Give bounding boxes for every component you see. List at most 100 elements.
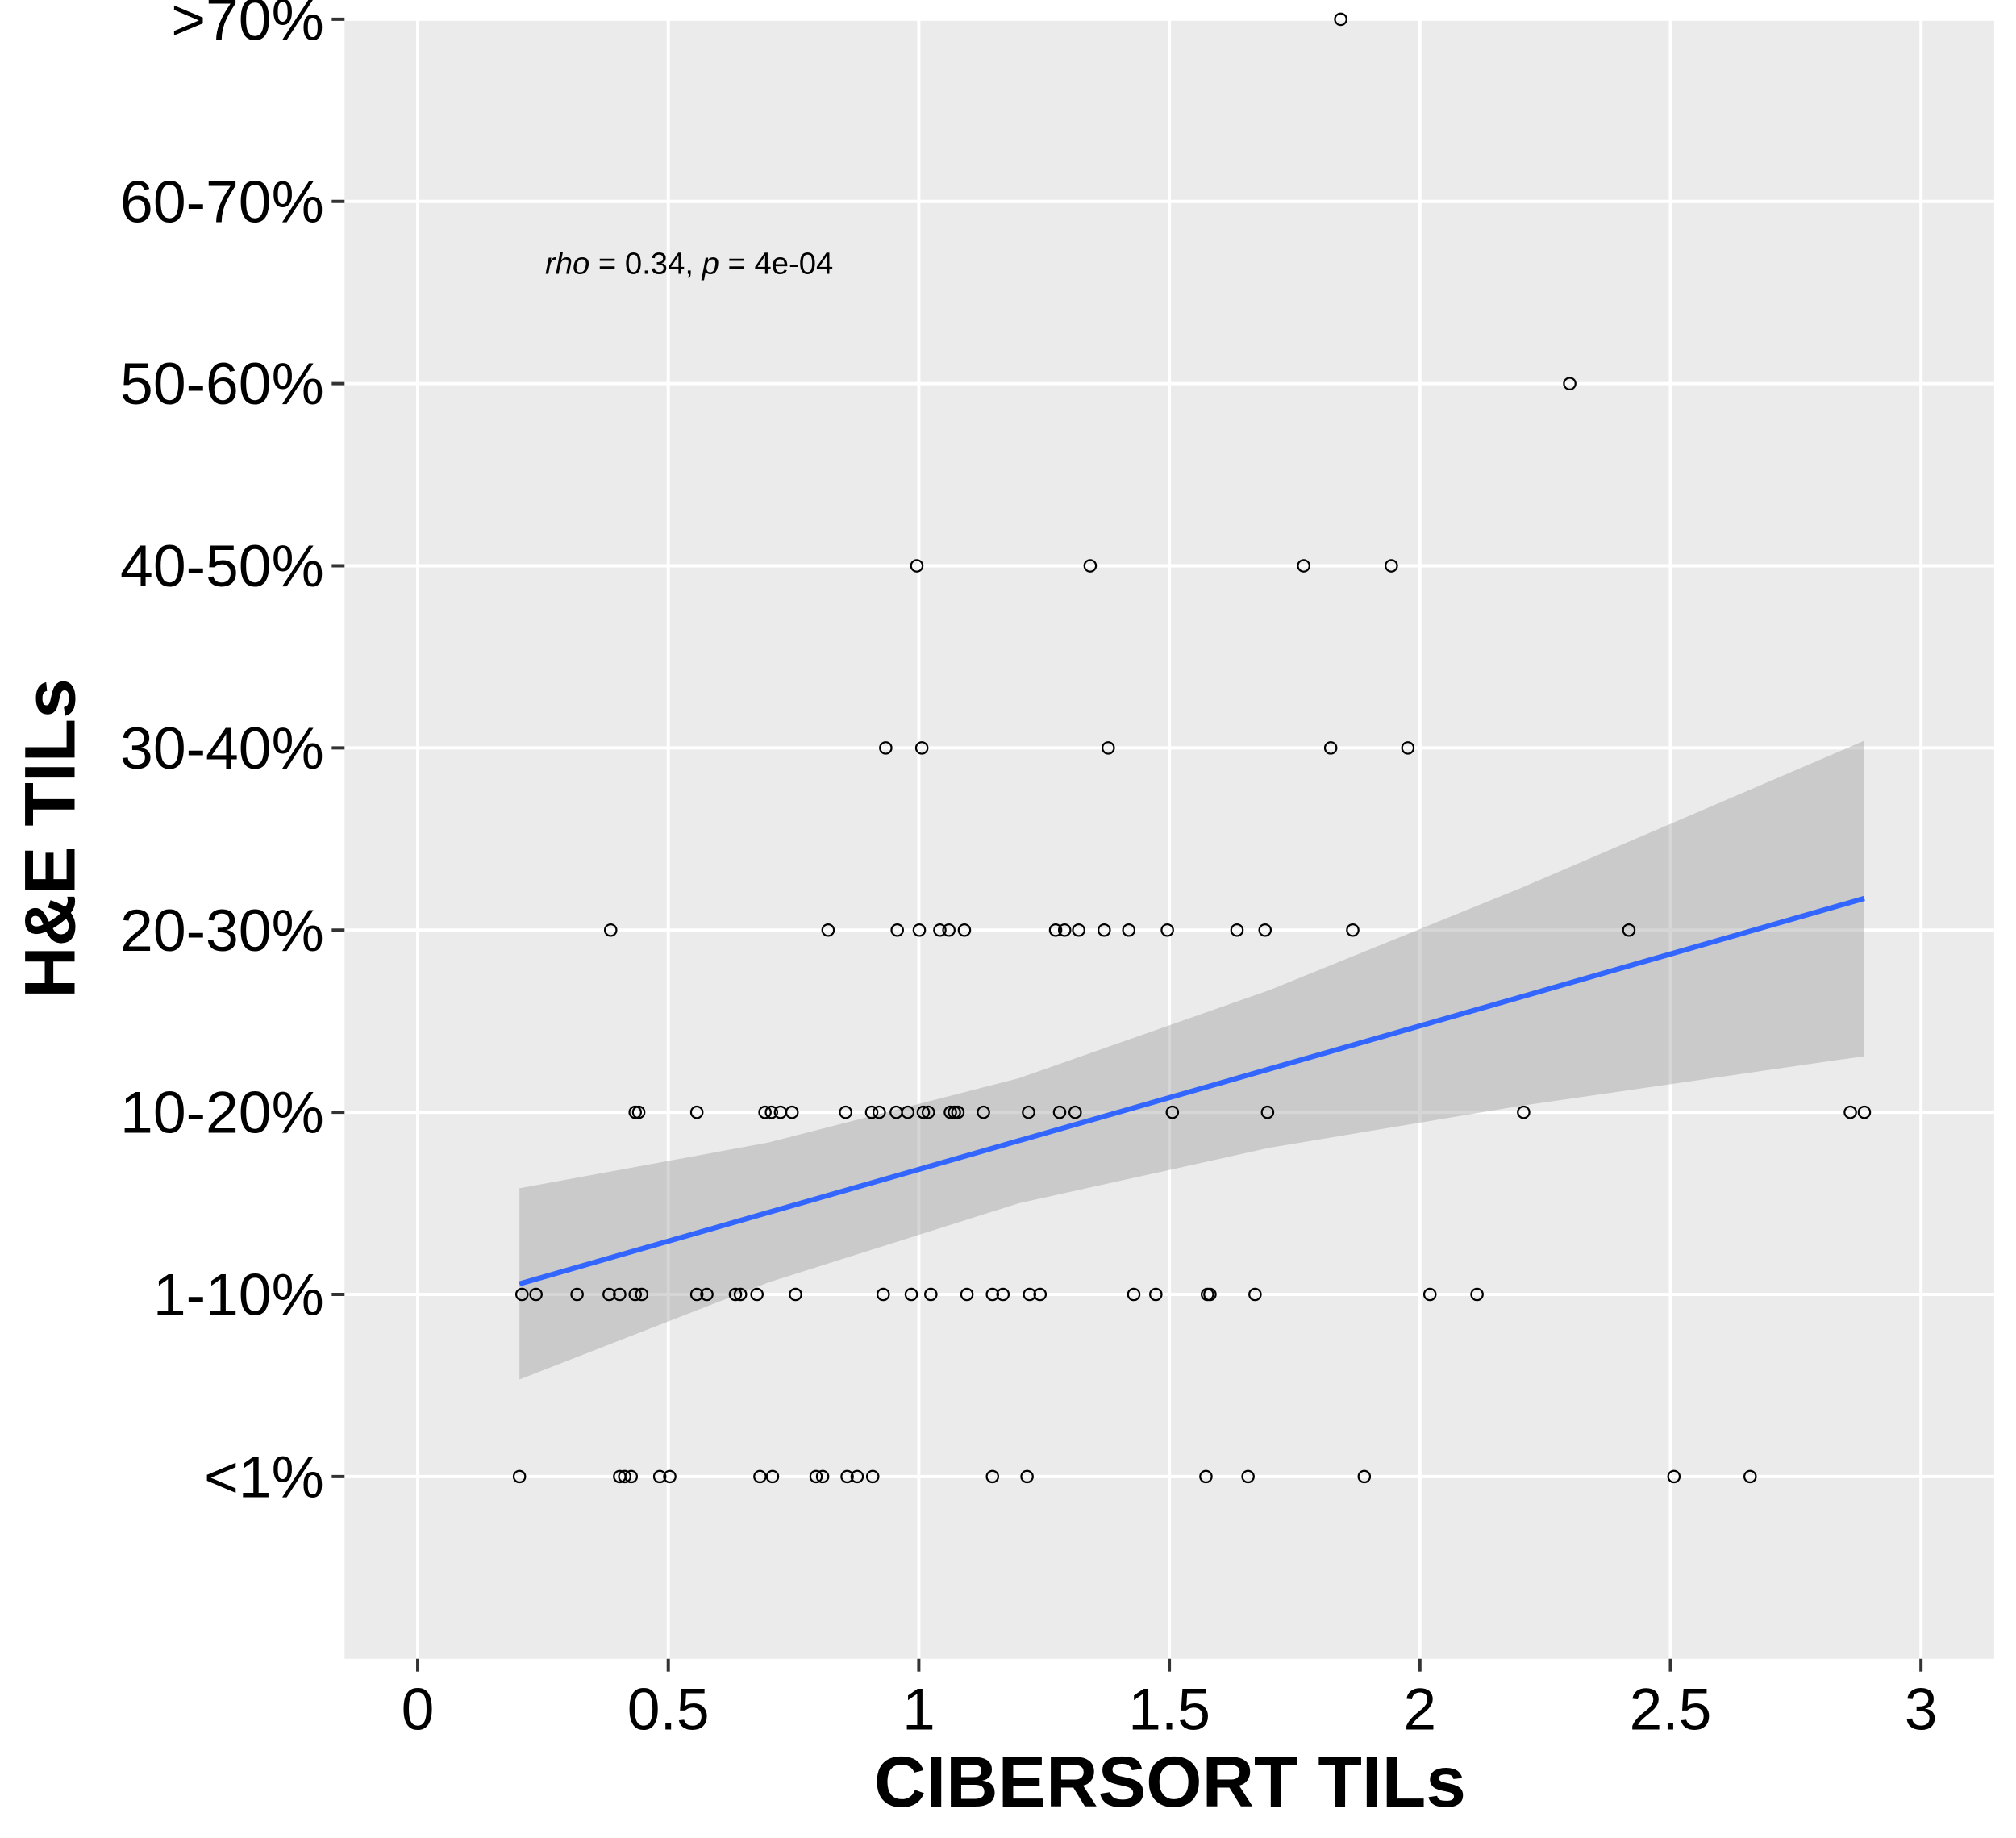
point bbox=[904, 1287, 918, 1302]
point bbox=[1098, 923, 1111, 937]
y-tick-label: 40-50% bbox=[120, 533, 324, 599]
point bbox=[624, 1469, 639, 1484]
y-tick-label: 30-40% bbox=[120, 715, 324, 781]
point bbox=[1857, 1105, 1872, 1119]
y-axis-title: H&E TILs bbox=[9, 678, 90, 998]
point bbox=[635, 1287, 649, 1302]
point bbox=[570, 1287, 584, 1302]
point bbox=[809, 1469, 823, 1484]
point bbox=[529, 1287, 543, 1302]
point bbox=[1083, 559, 1098, 573]
point bbox=[1101, 741, 1115, 755]
x-tick-label: 2 bbox=[1403, 1676, 1436, 1742]
point bbox=[1401, 741, 1415, 755]
y-tick-label: >70% bbox=[171, 0, 324, 52]
point bbox=[914, 741, 929, 755]
point bbox=[613, 1287, 627, 1302]
fit-line bbox=[519, 895, 1865, 1286]
point bbox=[1022, 1105, 1035, 1119]
y-tick-label: 1-10% bbox=[153, 1262, 324, 1328]
point bbox=[602, 1287, 616, 1302]
point bbox=[910, 559, 924, 573]
point bbox=[1667, 1469, 1681, 1484]
point bbox=[1297, 559, 1310, 573]
point bbox=[1346, 923, 1360, 937]
point bbox=[1563, 377, 1577, 390]
point bbox=[1023, 1287, 1037, 1302]
point bbox=[1258, 923, 1272, 937]
annotation-part: = 4e-04 bbox=[719, 247, 833, 281]
point bbox=[977, 1105, 990, 1119]
annotation: rho = 0.34, p = 4e-04 bbox=[545, 247, 833, 281]
point bbox=[879, 741, 893, 755]
y-tick-label: 50-60% bbox=[120, 351, 324, 417]
point bbox=[1230, 923, 1244, 937]
point bbox=[628, 1287, 642, 1302]
point bbox=[631, 1105, 646, 1119]
point bbox=[890, 923, 904, 937]
y-tick-label: <1% bbox=[204, 1444, 324, 1510]
point bbox=[1057, 923, 1072, 937]
point bbox=[933, 923, 947, 937]
point bbox=[1517, 1105, 1531, 1119]
x-tick-label: 1.5 bbox=[1128, 1676, 1210, 1742]
point bbox=[1260, 1105, 1275, 1119]
point bbox=[1127, 1287, 1141, 1302]
point bbox=[942, 923, 956, 937]
y-tick-label: 10-20% bbox=[120, 1080, 324, 1146]
point bbox=[785, 1105, 799, 1119]
point bbox=[1357, 1469, 1372, 1484]
point bbox=[1470, 1287, 1484, 1302]
confidence-band bbox=[519, 740, 1864, 1380]
point bbox=[901, 1105, 915, 1119]
point bbox=[733, 1287, 748, 1302]
point bbox=[689, 1287, 704, 1302]
point bbox=[1165, 1105, 1180, 1119]
point bbox=[865, 1469, 880, 1484]
x-tick-label: 0.5 bbox=[627, 1676, 710, 1742]
point bbox=[750, 1287, 764, 1302]
point bbox=[1323, 741, 1338, 755]
point bbox=[700, 1287, 714, 1302]
point bbox=[1122, 923, 1136, 937]
point bbox=[921, 1105, 935, 1119]
point bbox=[1385, 559, 1398, 573]
point bbox=[924, 1287, 938, 1302]
point bbox=[765, 1469, 780, 1484]
point bbox=[758, 1105, 772, 1119]
point bbox=[1149, 1287, 1163, 1302]
point bbox=[663, 1469, 677, 1484]
point bbox=[1048, 923, 1063, 937]
point bbox=[1052, 1105, 1067, 1119]
point bbox=[1072, 923, 1085, 937]
point bbox=[603, 923, 618, 937]
point bbox=[789, 1287, 802, 1302]
point bbox=[985, 1469, 1000, 1484]
point bbox=[1203, 1287, 1217, 1302]
point bbox=[618, 1469, 631, 1484]
x-tick-label: 3 bbox=[1905, 1676, 1938, 1742]
point bbox=[1743, 1469, 1757, 1484]
point bbox=[512, 1469, 527, 1484]
y-tick-label: 60-70% bbox=[120, 169, 324, 235]
y-tick-label: 20-30% bbox=[120, 898, 324, 964]
point bbox=[1020, 1469, 1034, 1484]
point bbox=[912, 923, 927, 937]
point bbox=[985, 1287, 1000, 1302]
point bbox=[1248, 1287, 1262, 1302]
annotation-part: = 0.34, bbox=[589, 247, 702, 281]
point bbox=[689, 1105, 704, 1119]
point bbox=[943, 1105, 957, 1119]
point bbox=[850, 1469, 864, 1484]
point bbox=[957, 923, 972, 937]
point bbox=[839, 1105, 852, 1119]
x-tick-label: 2.5 bbox=[1630, 1676, 1712, 1742]
point bbox=[652, 1469, 667, 1484]
point bbox=[815, 1469, 830, 1484]
point bbox=[916, 1105, 931, 1119]
point bbox=[960, 1287, 974, 1302]
x-tick-label: 1 bbox=[902, 1676, 935, 1742]
annotation-part: p bbox=[702, 247, 719, 281]
